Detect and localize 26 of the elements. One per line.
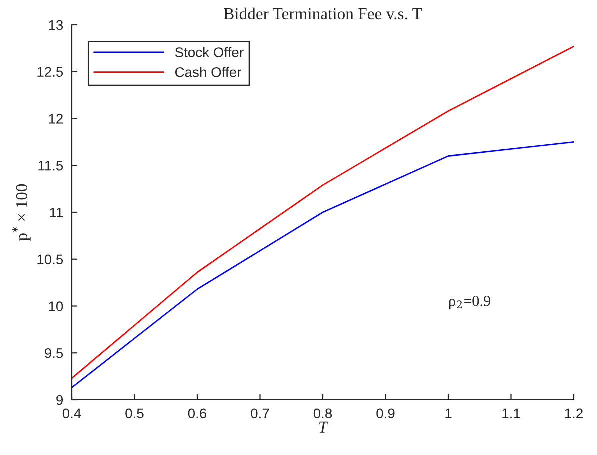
- y-tick-label: 12.5: [38, 67, 64, 78]
- y-tick-label: 10.5: [38, 254, 64, 265]
- x-tick-label: 0.6: [188, 408, 207, 419]
- x-tick-label: 0.5: [126, 408, 144, 419]
- x-axis-title: T: [319, 422, 329, 433]
- x-tick-label: 0.9: [376, 408, 395, 419]
- y-tick-label: 12: [49, 114, 63, 124]
- chart-title: Bidder Termination Fee v.s. T: [224, 8, 422, 20]
- y-tick-label: 9: [56, 395, 64, 406]
- x-tick-label: 1.1: [502, 408, 520, 418]
- y-tick-label: 11: [50, 208, 63, 218]
- line-series: [72, 46, 574, 380]
- x-tick-label: 1.2: [565, 408, 583, 418]
- y-tick-label: 9.5: [45, 348, 64, 358]
- y-tick-label: 11.5: [38, 161, 64, 171]
- annotation: ρ$_{2}$=0.9: [449, 296, 491, 310]
- y-tick-label: 10: [49, 302, 64, 312]
- x-tick-label: 0.4: [62, 408, 82, 419]
- x-tick-label: 1: [446, 408, 452, 418]
- x-tick-label: 0.8: [314, 408, 332, 419]
- y-axis-title: p$^{*}$ × 100: [12, 184, 31, 241]
- line-series: [72, 141, 574, 389]
- legend-label: Cash Offer: [175, 67, 242, 78]
- x-tick-label: 0.7: [251, 408, 270, 419]
- y-tick-label: 13: [49, 20, 64, 30]
- legend-label: Stock Offer: [175, 47, 244, 58]
